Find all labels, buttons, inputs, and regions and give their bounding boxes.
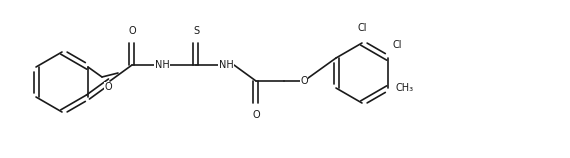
Text: O: O xyxy=(105,82,113,92)
Text: NH: NH xyxy=(154,60,169,70)
Text: S: S xyxy=(193,26,199,36)
Text: O: O xyxy=(252,110,260,120)
Text: Cl: Cl xyxy=(393,40,402,50)
Text: CH₃: CH₃ xyxy=(396,83,414,93)
Text: NH: NH xyxy=(219,60,233,70)
Text: Cl: Cl xyxy=(357,23,367,33)
Text: O: O xyxy=(300,76,308,86)
Text: O: O xyxy=(128,26,136,36)
